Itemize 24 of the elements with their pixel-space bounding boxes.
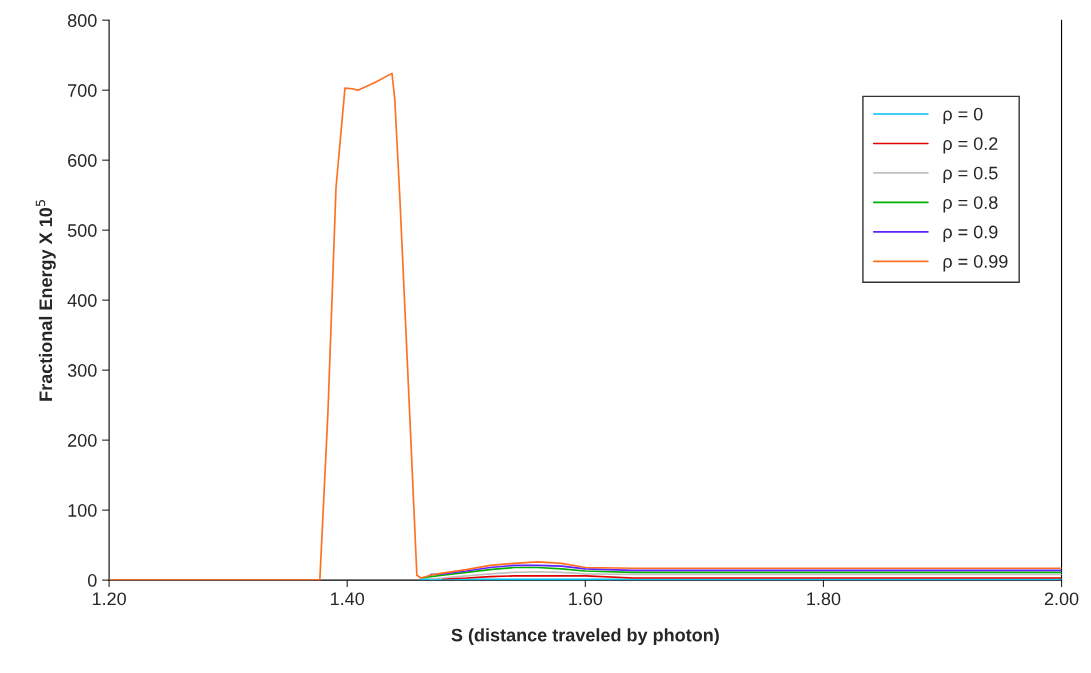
y-tick-label: 200 [68, 434, 97, 447]
y-tick-label: 100 [68, 504, 97, 517]
x-axis-title: S (distance traveled by photon) [451, 628, 719, 646]
legend-label: ρ = 0.2 [943, 137, 998, 154]
y-axis-title: Fractional Energy X 10$^{5}$ [35, 200, 56, 401]
y-tick-label: 600 [68, 154, 97, 167]
legend-label: ρ = 0.99 [943, 255, 1008, 272]
legend-label: ρ = 0.9 [943, 225, 998, 242]
x-tick-label: 1.60 [569, 592, 603, 606]
y-tick-label: 300 [67, 364, 97, 377]
y-tick-label: 400 [67, 294, 97, 307]
y-tick-label: 0 [87, 574, 97, 587]
legend-label: ρ = 0 [943, 107, 983, 125]
line-series [420, 566, 1062, 579]
x-tick-label: 1.80 [807, 592, 841, 606]
x-tick-label: 1.20 [92, 592, 126, 606]
x-tick-label: 2.00 [1044, 592, 1079, 606]
legend-label: ρ = 0.5 [943, 166, 998, 184]
y-tick-label: 700 [68, 84, 97, 97]
y-tick-label: 800 [67, 14, 97, 27]
x-tick-label: 1.40 [331, 592, 365, 606]
legend-label: ρ = 0.8 [943, 196, 998, 213]
line-series [429, 570, 1062, 580]
y-tick-label: 500 [67, 224, 97, 237]
